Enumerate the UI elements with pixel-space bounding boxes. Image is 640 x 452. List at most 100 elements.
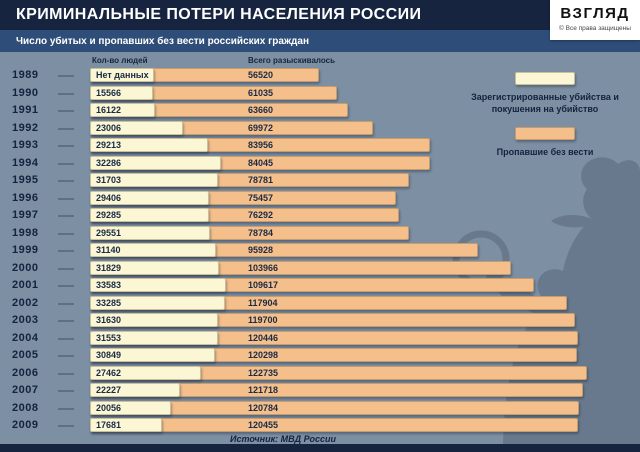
- year-label: 1991: [12, 104, 39, 116]
- missing-persons-value: 75457: [248, 192, 274, 203]
- year-label: 2008: [12, 401, 39, 414]
- missing-persons-value: 120298: [248, 350, 279, 360]
- murders-value: 33583: [96, 280, 122, 290]
- murders-bar: 33285: [90, 295, 225, 310]
- murders-value: 31703: [96, 175, 122, 185]
- year-label: 2002: [12, 296, 39, 309]
- missing-persons-value: 117904: [248, 297, 278, 308]
- murders-value: 31829: [96, 262, 122, 273]
- column-header-people-count: Кол-во людей: [92, 56, 148, 65]
- subtitle-bar: Число убитых и пропавших без вести росси…: [0, 30, 640, 52]
- chart-row: 1996 29406 75457: [0, 190, 640, 208]
- murders-bar: Нет данных: [90, 68, 154, 82]
- chart-row: 1994 32286 84045: [0, 155, 640, 173]
- year-label: 1997: [12, 209, 39, 221]
- chart-row: 1997 29285 76292: [0, 207, 640, 225]
- chart-row: 2009 17681 120455: [0, 417, 640, 435]
- murders-value: 29213: [96, 140, 122, 150]
- tick-mark: [58, 285, 74, 287]
- year-label: 2000: [12, 261, 39, 274]
- tick-mark: [58, 355, 74, 357]
- murders-value: 29551: [96, 227, 122, 238]
- murders-bar: 31553: [90, 330, 218, 345]
- murders-bar: 31703: [90, 173, 218, 187]
- missing-persons-value: 120784: [248, 402, 279, 413]
- tick-mark: [58, 110, 74, 112]
- legend-label-murders: Зарегистрированные убийства и покушения …: [471, 92, 619, 114]
- murders-bar: 22227: [90, 383, 180, 397]
- murders-bar: 31630: [90, 313, 218, 327]
- chart-area: Кол-во людей Всего разыскивалось Зарегис…: [0, 52, 640, 444]
- murders-bar: 27462: [90, 365, 201, 380]
- murders-bar: 29406: [90, 190, 209, 205]
- year-label: 1996: [12, 191, 39, 204]
- tick-mark: [58, 320, 74, 322]
- chart-row: 2004 31553 120446: [0, 330, 640, 348]
- year-label: 1990: [12, 86, 39, 99]
- murders-value: Нет данных: [96, 70, 149, 80]
- year-label: 2006: [12, 366, 39, 379]
- year-label: 2001: [12, 279, 39, 291]
- missing-persons-value: 95928: [248, 245, 274, 255]
- year-label: 1992: [12, 121, 39, 134]
- tick-mark: [58, 197, 74, 200]
- missing-persons-value: 69972: [248, 122, 274, 133]
- missing-persons-value: 76292: [248, 210, 274, 220]
- year-label: 2005: [12, 349, 39, 361]
- chart-row: 2005 30849 120298: [0, 347, 640, 365]
- murders-bar: 20056: [90, 400, 171, 415]
- tick-mark: [58, 390, 74, 392]
- source-note: Источник: МВД России: [230, 434, 337, 444]
- chart-row: 2003 31630 119700: [0, 312, 640, 330]
- tick-mark: [58, 75, 74, 77]
- chart-row: 2006 27462 122735: [0, 365, 640, 383]
- column-header-total-searched: Всего разыскивалось: [248, 56, 336, 65]
- chart-row: 2008 20056 120784: [0, 400, 640, 418]
- murders-bar: 31829: [90, 260, 219, 275]
- logo-copyright: © Все права защищены: [559, 25, 631, 32]
- murders-value: 20056: [96, 402, 122, 413]
- murders-value: 23006: [96, 122, 122, 133]
- missing-persons-bar: [90, 418, 578, 432]
- year-label: 1995: [12, 174, 39, 186]
- missing-persons-value: 84045: [248, 157, 274, 168]
- missing-persons-value: 120455: [248, 420, 279, 430]
- murders-value: 32286: [96, 157, 122, 168]
- chart-row: 1999 31140 95928: [0, 242, 640, 260]
- year-label: 2004: [12, 331, 39, 344]
- murders-value: 31140: [96, 245, 121, 255]
- murders-value: 29285: [96, 210, 122, 220]
- tick-mark: [58, 92, 74, 95]
- tick-mark: [58, 337, 74, 340]
- tick-mark: [58, 407, 74, 410]
- chart-rows: 1989 Нет данных 56520 1990 15566 61035 1991 161…: [0, 67, 640, 435]
- murders-bar: 29551: [90, 225, 210, 240]
- missing-persons-value: 103966: [248, 262, 279, 273]
- missing-persons-value: 121718: [248, 385, 279, 395]
- tick-mark: [58, 372, 74, 375]
- chart-row: 1995 31703 78781: [0, 172, 640, 190]
- murders-value: 15566: [96, 87, 122, 98]
- page-title: КРИМИНАЛЬНЫЕ ПОТЕРИ НАСЕЛЕНИЯ РОССИИ: [16, 6, 422, 23]
- missing-persons-value: 83956: [248, 140, 274, 150]
- tick-mark: [58, 250, 74, 252]
- murders-value: 17681: [96, 420, 122, 430]
- tick-mark: [58, 162, 74, 165]
- year-label: 1998: [12, 226, 39, 239]
- chart-row: 1998 29551 78784: [0, 225, 640, 243]
- year-label: 2003: [12, 314, 39, 326]
- murders-bar: 30849: [90, 348, 215, 362]
- tick-mark: [58, 232, 74, 235]
- year-label: 1989: [12, 69, 39, 81]
- missing-persons-value: 78781: [248, 175, 274, 185]
- chart-row: 2001 33583 109617: [0, 277, 640, 295]
- murders-value: 22227: [96, 385, 122, 395]
- legend-swatch-murders: [515, 72, 575, 85]
- murders-bar: 16122: [90, 103, 155, 117]
- murders-value: 31630: [96, 315, 122, 325]
- chart-row: 1993 29213 83956: [0, 137, 640, 155]
- tick-mark: [58, 215, 74, 217]
- murders-bar: 17681: [90, 418, 162, 432]
- chart-subtitle: Число убитых и пропавших без вести росси…: [16, 35, 310, 47]
